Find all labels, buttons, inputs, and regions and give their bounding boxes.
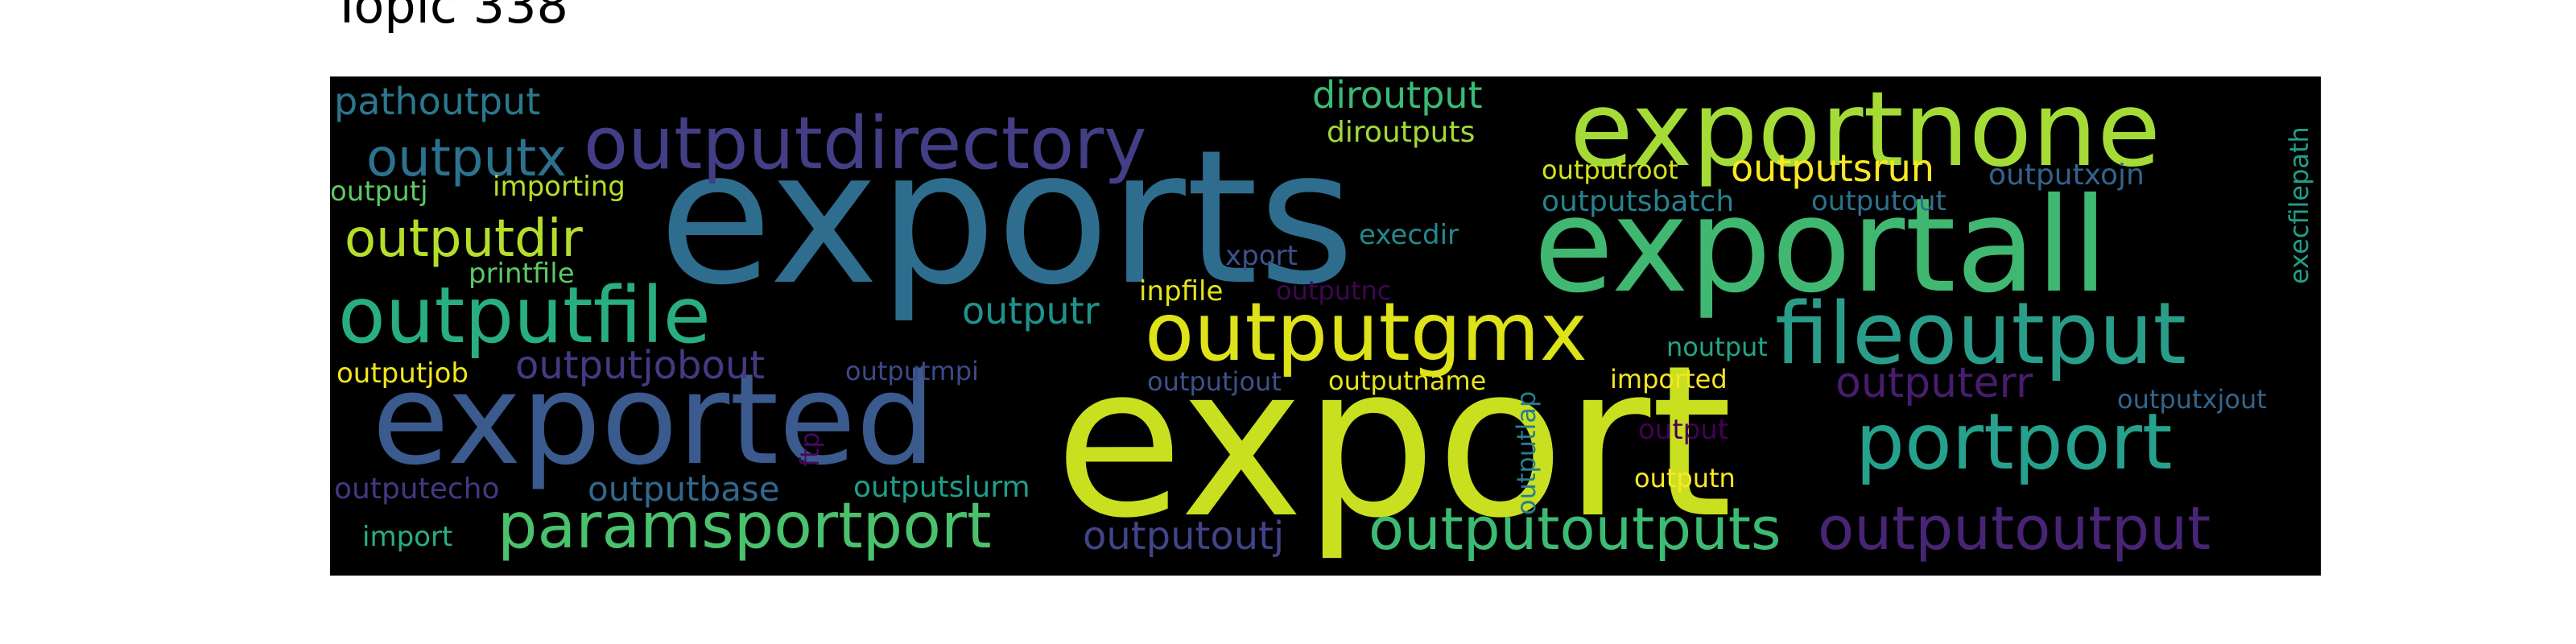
cloud-word: outputj <box>330 175 428 208</box>
cloud-word: importing <box>493 171 625 203</box>
cloud-word: outputout <box>1811 185 1946 217</box>
cloud-word: outputjob <box>336 357 469 390</box>
cloud-word: execdir <box>1359 219 1459 251</box>
cloud-word: outputgmx <box>1145 285 1587 379</box>
cloud-word: imported <box>1610 364 1728 394</box>
cloud-word: outputroot <box>1542 155 1678 185</box>
cloud-word: exportall <box>1534 171 2109 322</box>
cloud-word: outputxojn <box>1988 159 2145 192</box>
cloud-word: inpfile <box>1139 275 1224 308</box>
cloud-word: xport <box>1225 240 1298 272</box>
cloud-word: outputslurm <box>853 471 1030 504</box>
cloud-word: outputx <box>366 129 567 188</box>
cloud-word: outputnc <box>1276 275 1392 306</box>
cloud-word: output <box>1638 414 1729 446</box>
cloud-word: import <box>362 521 453 553</box>
cloud-word: outputr <box>962 289 1100 332</box>
cloud-word: outputxjout <box>2117 384 2267 415</box>
page-title: Topic 338 <box>332 0 568 35</box>
cloud-word: outputecho <box>334 473 500 506</box>
cloud-word: outputerr <box>1835 359 2033 407</box>
cloud-word: exportnone <box>1570 76 2161 190</box>
cloud-word: ftp <box>795 431 825 467</box>
cloud-word: printfile <box>469 258 575 290</box>
cloud-word: outputsrun <box>1731 147 1934 190</box>
cloud-word: outputlap <box>1511 390 1542 515</box>
cloud-word: diroutputs <box>1327 116 1476 149</box>
cloud-word: outputn <box>1634 463 1736 493</box>
cloud-word: paramsportport <box>497 490 992 563</box>
cloud-word: outputjobout <box>515 343 766 388</box>
cloud-word: exports <box>658 111 1355 326</box>
cloud-word: outputjout <box>1147 366 1282 397</box>
cloud-word: execfilepath <box>2284 126 2314 284</box>
cloud-word: outputbase <box>588 469 780 509</box>
cloud-word: export <box>1055 321 1733 564</box>
cloud-word: exported <box>372 346 936 493</box>
cloud-word: outputoutput <box>1818 494 2211 564</box>
cloud-word: outputdir <box>345 209 583 269</box>
word-cloud: exports export exported exportall export… <box>330 76 2321 576</box>
cloud-word: outputfile <box>338 270 711 361</box>
cloud-word: noutput <box>1666 332 1768 362</box>
cloud-word: diroutput <box>1312 76 1483 117</box>
cloud-word: outputoutputs <box>1368 495 1781 563</box>
cloud-word: portport <box>1856 397 2173 487</box>
cloud-word: fileoutput <box>1775 284 2187 383</box>
cloud-word: outputdirectory <box>584 101 1147 186</box>
cloud-word: outputmpi <box>845 356 979 386</box>
cloud-word: outputoutj <box>1083 514 1285 559</box>
cloud-word: pathoutput <box>334 80 541 123</box>
cloud-word: outputsbatch <box>1542 185 1735 218</box>
cloud-word: outputname <box>1328 365 1487 396</box>
